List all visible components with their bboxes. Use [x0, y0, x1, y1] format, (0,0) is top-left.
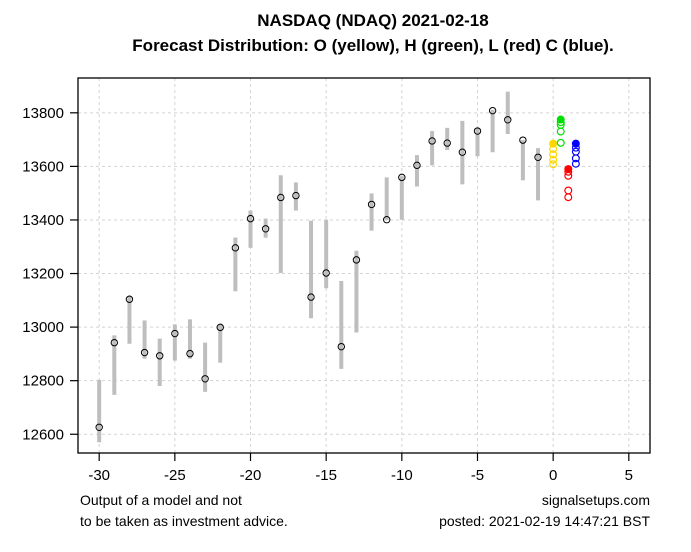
x-tick-label: -5 [471, 467, 484, 484]
y-tick-label: 13200 [22, 266, 64, 283]
close-marker [277, 193, 285, 202]
close-marker [292, 191, 300, 200]
forecast-marker-l [564, 193, 573, 202]
plot-frame [77, 77, 651, 454]
close-marker [458, 148, 467, 156]
forecast-marker-c [571, 154, 580, 163]
disclaimer-line-1: Output of a model and not [80, 492, 242, 508]
forecast-marker-o [549, 139, 558, 148]
close-marker [307, 293, 315, 301]
close-marker [337, 342, 346, 351]
close-marker [413, 161, 421, 170]
y-tick-label: 12800 [22, 373, 64, 390]
disclaimer-line-2: to be taken as investment advice. [80, 513, 288, 529]
close-marker [473, 127, 482, 135]
y-tick-label: 13800 [22, 105, 64, 122]
close-marker [140, 348, 149, 357]
forecast-marker-c [571, 147, 580, 156]
y-tick-label: 13400 [22, 212, 64, 229]
forecast-marker-o [549, 144, 558, 153]
grid [78, 78, 650, 453]
forecast-marker-l [564, 171, 573, 180]
forecast-marker-o [549, 150, 558, 159]
chart-title: NASDAQ (NDAQ) 2021-02-18 [257, 11, 488, 30]
close-marker [110, 338, 119, 347]
x-axis: -30 -25 -20 -15 -10 -5 0 5 [88, 453, 633, 484]
forecast-marker-o [549, 160, 558, 169]
y-tick-label: 12600 [22, 426, 64, 443]
y-axis: 12600 12800 13000 13200 13400 13600 13800 [22, 105, 78, 443]
close-marker [125, 295, 134, 303]
close-marker [443, 139, 451, 147]
close-marker [322, 269, 330, 277]
close-marker [216, 323, 224, 332]
chart-subtitle: Forecast Distribution: O (yellow), H (gr… [132, 36, 613, 55]
close-marker [261, 225, 270, 233]
forecast-marker-l [564, 167, 573, 176]
forecast-marker-h [556, 127, 565, 136]
close-marker [201, 375, 209, 383]
close-marker [504, 116, 512, 124]
x-tick-label: 0 [549, 467, 557, 484]
close-marker [171, 329, 179, 338]
close-marker [352, 256, 361, 264]
x-tick-label: -20 [240, 467, 262, 484]
x-tick-label: -25 [164, 467, 186, 484]
posted-timestamp: posted: 2021-02-19 14:47:21 BST [439, 513, 650, 529]
y-tick-label: 13000 [22, 319, 64, 336]
range-bars [97, 91, 541, 443]
close-marker [428, 137, 436, 145]
x-tick-label: -15 [315, 467, 337, 484]
close-marker [519, 136, 527, 144]
site-name: signalsetups.com [542, 492, 650, 508]
close-markers [95, 106, 542, 431]
forecast-marker-c [571, 159, 580, 168]
close-marker [156, 352, 164, 360]
close-marker [398, 173, 406, 182]
forecast-marker-c [571, 143, 580, 152]
close-marker [246, 214, 255, 223]
close-marker [186, 349, 194, 358]
close-marker [488, 106, 497, 115]
x-tick-label: 5 [625, 467, 633, 484]
close-marker [95, 423, 103, 431]
forecast-marker-o [549, 155, 558, 164]
forecast-marker-h [556, 138, 565, 147]
close-marker [231, 244, 240, 252]
close-marker [534, 153, 542, 161]
forecast-markers [549, 115, 580, 202]
x-tick-label: -10 [391, 467, 413, 484]
y-tick-label: 13600 [22, 158, 64, 175]
close-marker [367, 200, 376, 209]
forecast-marker-h [556, 115, 565, 124]
forecast-marker-l [564, 186, 573, 195]
x-tick-label: -30 [88, 467, 110, 484]
close-marker [382, 215, 391, 224]
forecast-marker-c [571, 139, 580, 148]
forecast-marker-h [556, 118, 565, 127]
